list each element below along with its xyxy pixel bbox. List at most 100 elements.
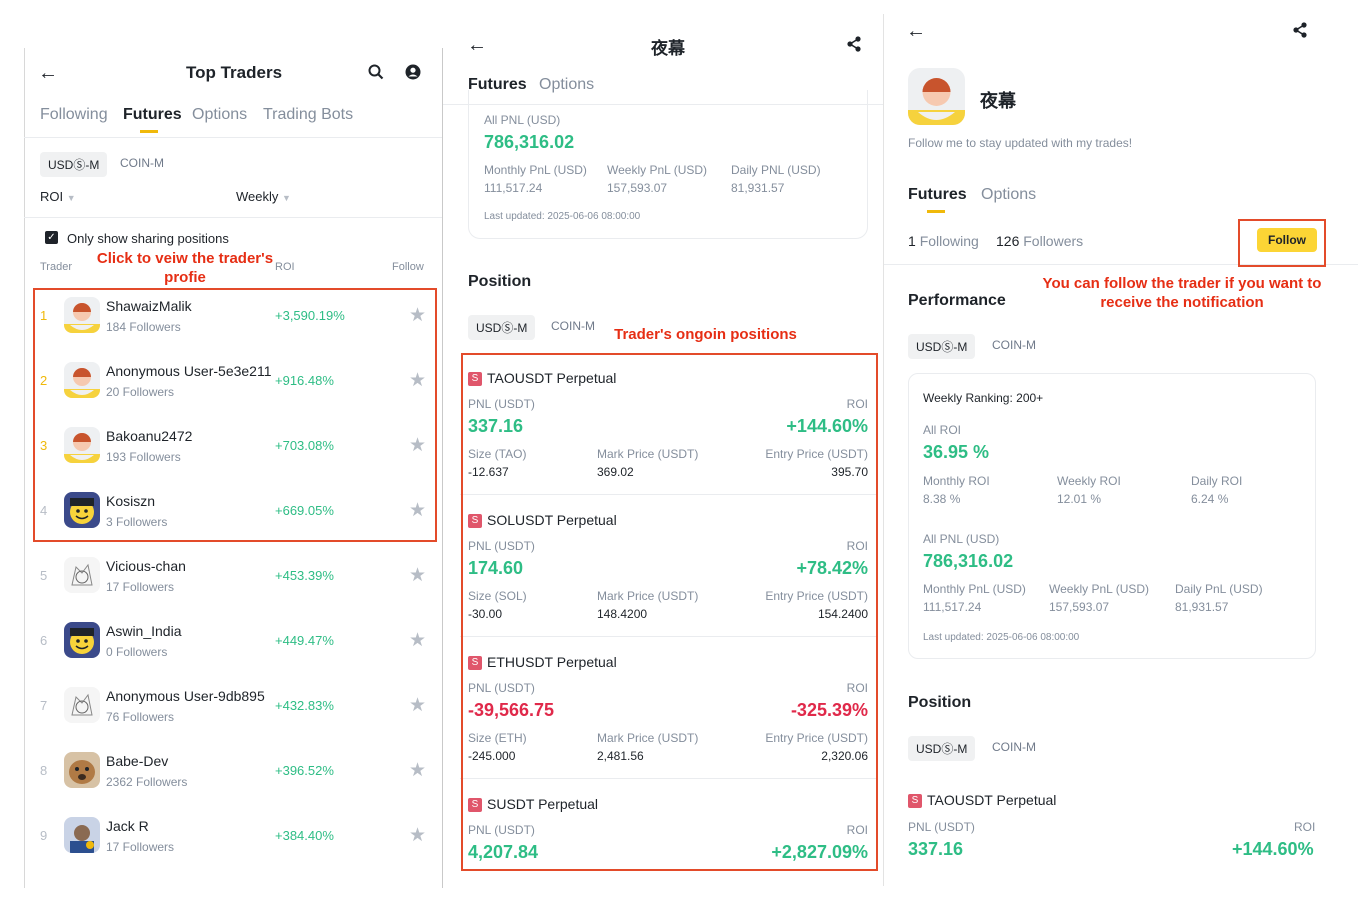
position-card[interactable]: S SUSDT Perpetual PNL (USDT) ROI 4,207.84 +2,… xyxy=(468,796,868,916)
trader-row[interactable]: 9 Jack R 17 Followers +384.40% ★ xyxy=(24,816,442,876)
trader-row[interactable]: 2 Anonymous User-5e3e211 20 Followers +916.… xyxy=(24,361,442,421)
entry-price-label: Entry Price (USDT) xyxy=(765,731,868,745)
monthly-pnl-label: Monthly PnL (USD) xyxy=(484,163,587,177)
position-card[interactable]: S TAOUSDT Perpetual PNL (USDT) ROI 337.16 +14… xyxy=(460,370,876,510)
following-label: Following xyxy=(919,233,979,249)
pnl-value: -39,566.75 xyxy=(468,700,555,720)
size-value: -12.637 xyxy=(468,465,509,479)
weekly-roi-label: Weekly ROI xyxy=(1057,474,1121,488)
trader-row[interactable]: 6 Aswin_India 0 Followers +449.47% ★ xyxy=(24,621,442,681)
profile-name: 夜幕 xyxy=(980,91,1016,111)
back-icon[interactable]: ← xyxy=(467,34,487,56)
star-icon[interactable]: ★ xyxy=(409,435,427,456)
chip-usds-m[interactable]: USDⓈ-M xyxy=(908,334,976,359)
star-icon[interactable]: ★ xyxy=(409,760,427,781)
tab-futures[interactable]: Futures xyxy=(468,76,527,93)
chip-usds-m[interactable]: USDⓈ-M xyxy=(908,736,976,761)
monthly-pnl-value: 111,517.24 xyxy=(484,181,543,195)
trader-rank: 5 xyxy=(40,568,48,583)
followers-stat[interactable]: 126 Followers xyxy=(996,233,1083,249)
chip-usds-m[interactable]: USDⓈ-M xyxy=(468,315,536,340)
active-tab-indicator xyxy=(927,210,945,213)
trader-row[interactable]: 1 ShawaizMalik 184 Followers +3,590.19% ★ xyxy=(24,296,442,356)
share-icon[interactable] xyxy=(1292,22,1308,38)
entry-price-label: Entry Price (USDT) xyxy=(765,589,868,603)
back-icon[interactable]: ← xyxy=(38,62,58,84)
star-icon[interactable]: ★ xyxy=(409,695,427,716)
tab-futures[interactable]: Futures xyxy=(123,106,182,123)
size-label: Size (ETH) xyxy=(468,731,527,745)
panel-separator-1 xyxy=(442,48,443,888)
tab-options[interactable]: Options xyxy=(192,106,248,123)
sharing-checkbox[interactable]: ✓ xyxy=(45,231,58,244)
entry-price-value: 154.2400 xyxy=(817,607,868,621)
star-icon[interactable]: ★ xyxy=(409,565,427,586)
period-dropdown[interactable]: Weekly ▼ xyxy=(236,189,291,204)
chevron-down-icon: ▼ xyxy=(66,193,76,203)
trader-row[interactable]: 5 Vicious-chan 17 Followers +453.39% ★ xyxy=(24,556,442,616)
weekly-pnl-label: Weekly PnL (USD) xyxy=(607,163,708,177)
monthly-pnl-label: Monthly PnL (USD) xyxy=(923,582,1026,596)
tab-trading-bots[interactable]: Trading Bots xyxy=(263,106,354,123)
filter-divider xyxy=(24,217,442,218)
chip-coin-m[interactable]: COIN-M xyxy=(120,156,164,170)
sort-roi-dropdown[interactable]: ROI ▼ xyxy=(40,189,76,204)
trader-row[interactable]: 8 Babe-Dev 2362 Followers +396.52% ★ xyxy=(24,751,442,811)
share-icon[interactable] xyxy=(846,36,862,52)
chip-coin-m[interactable]: COIN-M xyxy=(551,319,595,333)
trader-name: Jack R xyxy=(106,818,149,834)
trader-roi: +916.48% xyxy=(275,373,334,388)
sort-roi-label: ROI xyxy=(40,189,64,204)
search-icon[interactable] xyxy=(368,64,384,80)
trader-avatar xyxy=(64,687,100,723)
trader-row[interactable]: 3 Bakoanu2472 193 Followers +703.08% ★ xyxy=(24,426,442,486)
tab-options[interactable]: Options xyxy=(539,76,595,93)
trader-roi: +3,590.19% xyxy=(275,308,345,323)
trader-name: Aswin_India xyxy=(106,623,182,639)
tab-futures[interactable]: Futures xyxy=(908,186,967,203)
trader-avatar xyxy=(64,427,100,463)
tab-options[interactable]: Options xyxy=(981,186,1037,203)
position-card[interactable]: S SOLUSDT Perpetual PNL (USDT) ROI 174.60 +78… xyxy=(460,512,876,652)
following-stat[interactable]: 1 Following xyxy=(908,233,979,249)
back-icon[interactable]: ← xyxy=(906,20,926,42)
position-symbol: TAOUSDT Perpetual xyxy=(927,792,1057,808)
trader-name-title: 夜幕 xyxy=(651,39,685,58)
daily-pnl-value: 81,931.57 xyxy=(731,181,785,195)
star-icon[interactable]: ★ xyxy=(409,370,427,391)
position-divider xyxy=(460,494,876,495)
mark-price-label: Mark Price (USDT) xyxy=(597,589,699,603)
follow-button[interactable]: Follow xyxy=(1257,228,1317,252)
position-card[interactable]: S ETHUSDT Perpetual PNL (USDT) ROI -39,566.7… xyxy=(460,654,876,794)
trader-rank: 6 xyxy=(40,633,48,648)
col-roi-header: ROI xyxy=(275,261,295,273)
tab-following[interactable]: Following xyxy=(40,106,108,123)
size-label: Size (TAO) xyxy=(468,447,527,461)
chip-coin-m[interactable]: COIN-M xyxy=(992,338,1036,352)
daily-pnl-value: 81,931.57 xyxy=(1175,600,1229,614)
position-symbol-row: S TAOUSDT Perpetual xyxy=(908,792,1057,809)
star-icon[interactable]: ★ xyxy=(409,630,427,651)
trader-row[interactable]: 7 Anonymous User-9db895 76 Followers +432.8… xyxy=(24,686,442,746)
size-label: Size (SOL) xyxy=(468,589,527,603)
profile-icon[interactable] xyxy=(405,64,421,80)
trader-rank: 1 xyxy=(40,308,48,323)
trader-followers: 193 Followers xyxy=(106,450,181,464)
trader-avatar xyxy=(64,362,100,398)
last-updated: Last updated: 2025-06-06 08:00:00 xyxy=(484,211,641,222)
trader-avatar xyxy=(64,557,100,593)
roi-value: -325.39% xyxy=(790,700,868,720)
chip-coin-m[interactable]: COIN-M xyxy=(992,740,1036,754)
all-roi-value: 36.95 % xyxy=(923,442,990,462)
annotation-box-positions xyxy=(461,353,878,871)
roi-label: ROI xyxy=(1294,820,1316,834)
star-icon[interactable]: ★ xyxy=(409,825,427,846)
pnl-label: PNL (USDT) xyxy=(908,820,975,834)
pnl-value: 337.16 xyxy=(468,416,524,436)
star-icon[interactable]: ★ xyxy=(409,500,427,521)
daily-roi-label: Daily ROI xyxy=(1191,474,1243,488)
chip-usds-m[interactable]: USDⓈ-M xyxy=(40,152,108,177)
trader-row[interactable]: 4 Kosiszn 3 Followers +669.05% ★ xyxy=(24,491,442,551)
daily-pnl-label: Daily PNL (USD) xyxy=(731,163,821,177)
star-icon[interactable]: ★ xyxy=(409,305,427,326)
